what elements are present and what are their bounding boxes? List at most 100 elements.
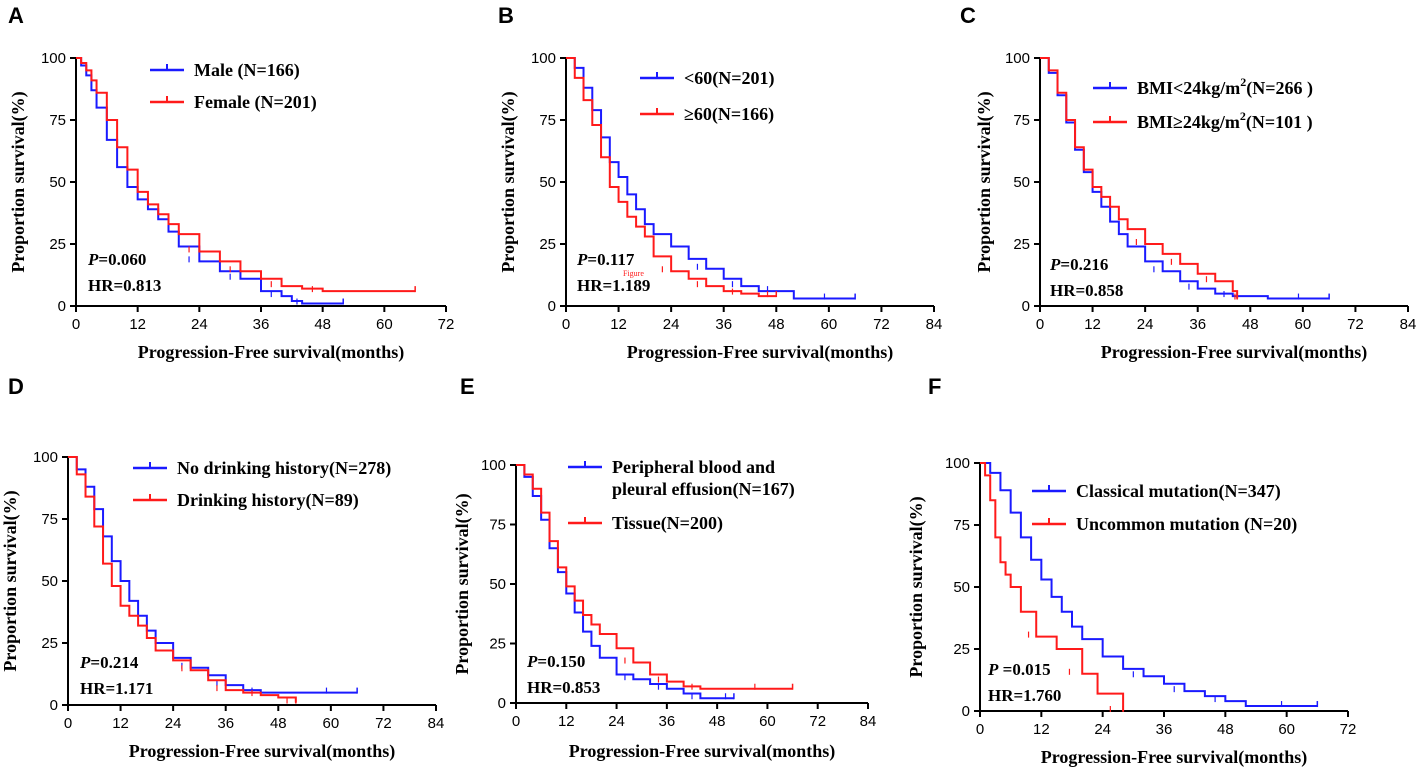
y-tick-label: 75 (49, 112, 66, 129)
y-tick-label: 50 (49, 174, 66, 191)
x-tick-label: 48 (1217, 721, 1234, 738)
y-tick-label: 0 (58, 298, 66, 315)
x-tick-label: 36 (217, 715, 234, 732)
x-tick-label: 84 (926, 316, 943, 333)
panel-label: F (928, 374, 941, 399)
p-value: P=0.117 (576, 250, 635, 269)
x-tick-label: 12 (129, 316, 146, 333)
hazard-ratio: HR=0.813 (88, 276, 161, 295)
x-axis-title: Progression-Free survival(months) (1101, 342, 1367, 363)
hazard-ratio: HR=0.853 (527, 678, 600, 697)
panel-f: F 0 25 50 75 100 0 12 24 36 48 60 72 Proportion survi… (906, 374, 1356, 768)
y-tick-label: 50 (539, 174, 556, 191)
x-tick-label: 36 (1189, 316, 1206, 333)
y-tick-label: 25 (41, 635, 58, 652)
y-tick-label: 100 (41, 50, 66, 67)
panel-label: E (460, 374, 475, 399)
x-tick-label: 36 (1156, 721, 1173, 738)
x-tick-label: 60 (1295, 316, 1312, 333)
legend-label: Male (N=166) (194, 60, 300, 81)
y-tick-label: 25 (539, 236, 556, 253)
x-axis-title: Progression-Free survival(months) (129, 741, 395, 762)
legend-label: No drinking history(N=278) (177, 458, 391, 479)
p-value: P=0.060 (87, 250, 146, 269)
hazard-ratio: HR=1.189 (577, 276, 650, 295)
x-tick-label: 0 (512, 713, 520, 730)
panel-label: D (8, 374, 24, 399)
panel-label: B (498, 3, 514, 28)
survival-curve-red (1040, 57, 1239, 299)
x-tick-label: 48 (270, 715, 287, 732)
y-tick-label: 100 (481, 457, 506, 474)
x-tick-label: 36 (715, 316, 732, 333)
x-tick-label: 24 (191, 316, 208, 333)
survival-curve-red (516, 464, 793, 690)
x-tick-label: 12 (1033, 721, 1050, 738)
x-axis-title: Progression-Free survival(months) (627, 342, 893, 363)
y-tick-label: 25 (953, 641, 970, 658)
x-tick-label: 60 (1278, 721, 1295, 738)
y-tick-label: 100 (1005, 50, 1030, 67)
y-tick-label: 50 (1013, 174, 1030, 191)
y-tick-label: 100 (33, 449, 58, 466)
panel-a: A 0 25 50 75 100 0 12 24 36 48 60 72 Proportion survi… (8, 3, 454, 363)
x-tick-label: 36 (253, 316, 270, 333)
x-tick-label: 24 (663, 316, 680, 333)
y-tick-label: 75 (41, 511, 58, 528)
x-tick-label: 48 (768, 316, 785, 333)
legend-label: Classical mutation(N=347) (1076, 481, 1281, 502)
legend-label: Drinking history(N=89) (177, 490, 359, 511)
y-tick-label: 50 (41, 573, 58, 590)
legend-label: Tissue(N=200) (612, 513, 723, 534)
x-tick-label: 0 (72, 316, 80, 333)
survival-curve-red (68, 456, 297, 703)
panel-e: E 0 25 50 75 100 0 12 24 36 48 60 72 84 Proportion sur… (452, 374, 876, 762)
legend-label: Peripheral blood and (612, 457, 775, 477)
y-axis-title: Proportion survival(%) (498, 91, 519, 272)
x-tick-label: 72 (1347, 316, 1364, 333)
x-tick-label: 60 (759, 713, 776, 730)
x-tick-label: 60 (323, 715, 340, 732)
legend-label: Uncommon mutation (N=20) (1076, 514, 1297, 535)
panel-label: C (960, 3, 976, 28)
x-tick-label: 12 (558, 713, 575, 730)
figure-watermark: Figure (623, 269, 644, 278)
y-axis-title: Proportion survival(%) (974, 91, 995, 272)
hazard-ratio: HR=1.171 (80, 679, 153, 698)
survival-curve-red (980, 462, 1125, 711)
x-tick-label: 0 (976, 721, 984, 738)
p-value: P=0.216 (1049, 255, 1108, 274)
x-tick-label: 0 (1036, 316, 1044, 333)
y-tick-label: 25 (49, 236, 66, 253)
y-axis-title: Proportion survival(%) (0, 490, 21, 671)
p-value: P=0.150 (526, 652, 585, 671)
x-axis-title: Progression-Free survival(months) (569, 741, 835, 762)
hazard-ratio: HR=1.760 (988, 686, 1061, 705)
survival-curve-blue (980, 462, 1318, 708)
panel-label: A (8, 3, 24, 28)
x-tick-label: 12 (1084, 316, 1101, 333)
x-tick-label: 24 (1137, 316, 1154, 333)
legend-label: <60(N=201) (684, 68, 775, 89)
x-tick-label: 72 (438, 316, 455, 333)
legend-label-line2: pleural effusion(N=167) (612, 479, 795, 500)
y-tick-label: 75 (539, 112, 556, 129)
y-tick-label: 25 (489, 636, 506, 653)
x-tick-label: 48 (709, 713, 726, 730)
legend-label: BMI<24kg/m2(N=266 ) (1137, 75, 1313, 99)
x-tick-label: 24 (608, 713, 625, 730)
x-tick-label: 0 (562, 316, 570, 333)
y-tick-label: 50 (953, 579, 970, 596)
p-value: P=0.214 (79, 653, 139, 672)
x-tick-label: 24 (1094, 721, 1111, 738)
y-tick-label: 0 (962, 703, 970, 720)
y-tick-label: 25 (1013, 236, 1030, 253)
x-tick-label: 72 (873, 316, 890, 333)
x-tick-label: 72 (1340, 721, 1357, 738)
x-tick-label: 72 (809, 713, 826, 730)
panel-c: C 0 25 50 75 100 0 12 24 36 48 60 72 84 Proportion sur… (960, 3, 1416, 363)
panel-d: D 0 25 50 75 100 0 12 24 36 48 60 72 84 Proportion sur… (0, 374, 444, 762)
survival-curve-red (76, 57, 416, 293)
x-tick-label: 24 (165, 715, 182, 732)
x-axis-title: Progression-Free survival(months) (138, 342, 404, 363)
